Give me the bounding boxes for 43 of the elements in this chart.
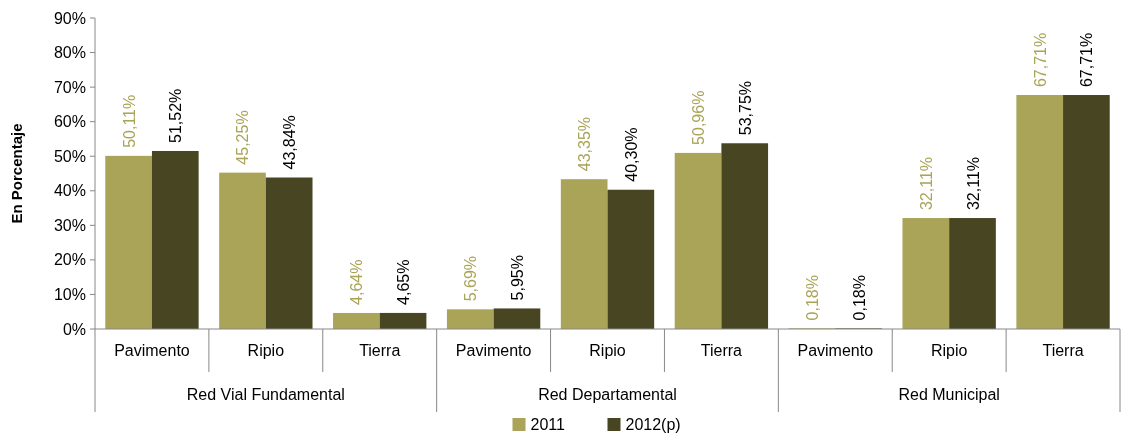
y-tick-label: 70% xyxy=(53,78,86,96)
x-tick-label: Ripio xyxy=(930,342,968,359)
data-label: 67,71% xyxy=(1031,32,1049,88)
data-label: 43,35% xyxy=(576,116,594,172)
data-label: 40,30% xyxy=(622,127,640,182)
x-tick-label: Pavimento xyxy=(455,342,532,359)
data-label: 45,25% xyxy=(234,110,252,165)
data-label: 0,18% xyxy=(850,275,868,321)
data-label: 0,18% xyxy=(803,275,821,321)
y-tick-label: 10% xyxy=(53,286,86,304)
x-tick-label: Tierra xyxy=(359,342,401,359)
x-tick-label: Pavimento xyxy=(114,342,190,359)
y-tick-label: 50% xyxy=(53,147,86,165)
y-tick-label: 80% xyxy=(53,44,86,62)
x-tick-label: Tierra xyxy=(1042,342,1084,359)
legend-label: 2011 xyxy=(530,416,566,433)
data-label: 67,71% xyxy=(1078,32,1096,88)
data-label: 5,95% xyxy=(508,255,526,301)
text: Red Vial Fundamental xyxy=(186,386,345,403)
text: Red Municipal xyxy=(898,386,1000,403)
y-tick-label: 60% xyxy=(53,113,86,131)
data-label: 50,96% xyxy=(690,90,708,145)
data-label: 43,84% xyxy=(281,115,299,170)
text: Red Departamental xyxy=(538,386,677,403)
data-label: 32,11% xyxy=(964,156,982,211)
y-axis-title: En Porcentaje xyxy=(8,123,25,224)
data-label: 50,11% xyxy=(120,94,138,148)
data-label: 51,52% xyxy=(167,88,185,143)
data-label: 32,11% xyxy=(917,156,935,211)
data-label: 4,64% xyxy=(348,259,366,305)
y-tick-label: 30% xyxy=(53,216,86,234)
legend-label: 2012(p) xyxy=(625,416,681,433)
x-tick-label: Ripio xyxy=(247,342,285,359)
x-tick-label: Tierra xyxy=(700,342,743,359)
x-tick-label: Pavimento xyxy=(797,342,874,359)
data-label: 5,69% xyxy=(462,255,480,302)
y-tick-label: 90% xyxy=(53,9,86,27)
x-tick-label: Ripio xyxy=(589,342,626,359)
y-tick-label: 20% xyxy=(53,251,86,269)
y-tick-label: 0% xyxy=(62,320,86,338)
data-label: 4,65% xyxy=(395,259,413,305)
y-tick-label: 40% xyxy=(53,182,86,200)
data-label: 53,75% xyxy=(736,81,754,136)
